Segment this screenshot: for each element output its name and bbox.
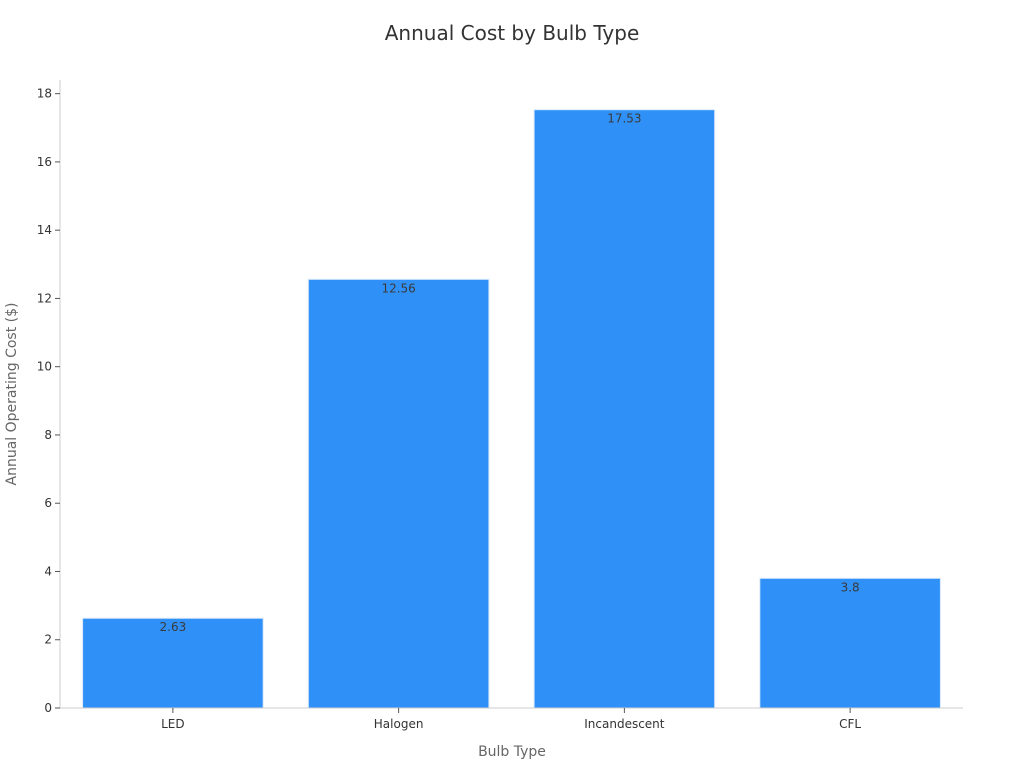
- x-tick-label-halogen: Halogen: [374, 717, 424, 731]
- y-tick-label-18: 18: [37, 87, 52, 101]
- data-label-led: 2.63: [160, 620, 187, 634]
- y-tick-label-12: 12: [37, 291, 52, 305]
- data-labels-group: 2.63 12.56 17.53 3.8: [160, 112, 860, 635]
- y-tick-label-6: 6: [44, 496, 52, 510]
- y-axis-title: Annual Operating Cost ($): [4, 303, 20, 486]
- chart-title: Annual Cost by Bulb Type: [385, 21, 640, 45]
- y-tick-label-4: 4: [44, 564, 52, 578]
- x-axis-title: Bulb Type: [478, 744, 546, 760]
- bars-group: [82, 109, 941, 709]
- y-tick-label-14: 14: [37, 223, 52, 237]
- bar-led: [82, 617, 264, 709]
- y-axis-ticks: 0 2 4 6 8 10 12 14 16 18: [37, 87, 60, 715]
- y-tick-label-16: 16: [37, 155, 52, 169]
- bar-incandescent: [533, 109, 716, 709]
- data-label-halogen: 12.56: [381, 281, 415, 295]
- y-tick-label-10: 10: [37, 360, 52, 374]
- x-tick-label-incandescent: Incandescent: [584, 717, 665, 731]
- data-label-incandescent: 17.53: [607, 112, 641, 126]
- y-tick-label-8: 8: [44, 428, 52, 442]
- y-tick-label-2: 2: [44, 633, 52, 647]
- x-axis-ticks: LED Halogen Incandescent CFL: [161, 708, 861, 731]
- x-tick-label-cfl: CFL: [839, 717, 861, 731]
- x-tick-label-led: LED: [161, 717, 185, 731]
- bar-cfl: [759, 577, 941, 709]
- y-tick-label-0: 0: [44, 701, 52, 715]
- data-label-cfl: 3.8: [841, 580, 860, 594]
- bar-halogen: [307, 278, 490, 709]
